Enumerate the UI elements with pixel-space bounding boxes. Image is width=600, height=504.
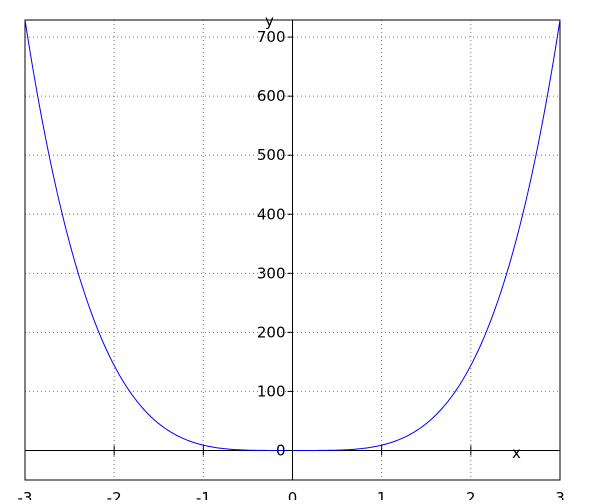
y-tick-label: 200 bbox=[257, 323, 286, 341]
y-tick-label: 0 bbox=[276, 441, 286, 459]
grid bbox=[25, 20, 560, 480]
x-tick-label: 2 bbox=[466, 489, 476, 500]
y-tick-label: 600 bbox=[257, 87, 286, 105]
y-tick-label: 300 bbox=[257, 264, 286, 282]
y-tick-label: 100 bbox=[257, 382, 286, 400]
x-axis-label: x bbox=[512, 444, 521, 462]
x-tick-label: 3 bbox=[555, 489, 565, 500]
ticks: -3 -2 -1 0 1 2 3 0 100 200 300 400 500 600 700 bbox=[18, 28, 565, 504]
axes bbox=[25, 20, 560, 480]
x-tick-label: -1 bbox=[196, 489, 211, 500]
y-tick-label: 700 bbox=[257, 28, 286, 46]
x-tick-label: -2 bbox=[107, 489, 122, 500]
x-tick-label: -3 bbox=[18, 489, 33, 500]
x-tick-label: 1 bbox=[377, 489, 387, 500]
y-axis-label: y bbox=[265, 12, 274, 30]
y-tick-label: 500 bbox=[257, 146, 286, 164]
y-tick-label: 400 bbox=[257, 205, 286, 223]
x-tick-label: 0 bbox=[288, 489, 298, 500]
